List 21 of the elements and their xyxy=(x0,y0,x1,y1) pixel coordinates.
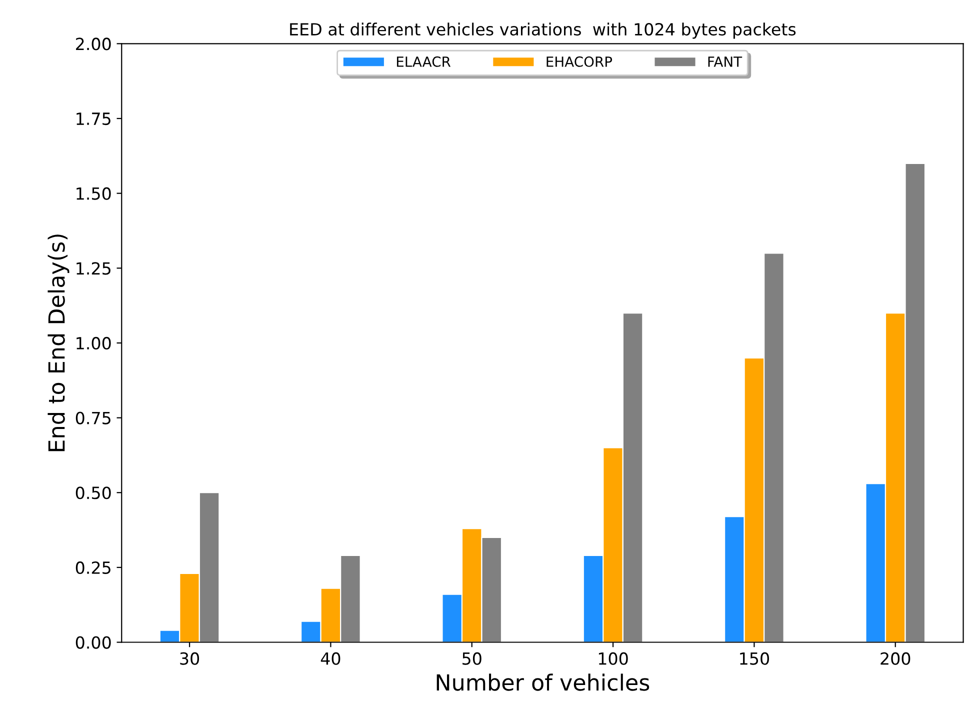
x-axis-title: Number of vehicles xyxy=(436,674,650,691)
legend-label: FANT xyxy=(708,56,742,67)
y-tick-label: 1.00 xyxy=(76,336,111,350)
y-tick-label: 0.25 xyxy=(76,561,110,574)
y-tick-label: 1.50 xyxy=(76,187,111,200)
legend-label: ELAACR xyxy=(396,56,451,67)
y-axis-title: End to End Delay(s) xyxy=(48,234,70,452)
y-tick-label: 0.50 xyxy=(76,486,111,500)
x-tick-label: 150 xyxy=(740,652,769,665)
legend-label: EHACORP xyxy=(546,56,612,67)
x-tick-label: 100 xyxy=(598,652,628,665)
y-tick-label: 1.25 xyxy=(76,262,110,275)
y-tick-label: 1.75 xyxy=(76,112,110,126)
x-tick-label: 200 xyxy=(880,652,910,665)
y-tick-label: 0.00 xyxy=(76,636,111,649)
chart-title: EED at different vehicles variations with 1024 bytes packets xyxy=(290,22,796,39)
x-tick-label: 30 xyxy=(180,652,200,665)
y-tick-label: 2.00 xyxy=(76,38,111,50)
y-tick-label: 0.75 xyxy=(76,412,110,424)
x-tick-label: 50 xyxy=(462,652,482,665)
x-tick-label: 40 xyxy=(320,652,340,665)
